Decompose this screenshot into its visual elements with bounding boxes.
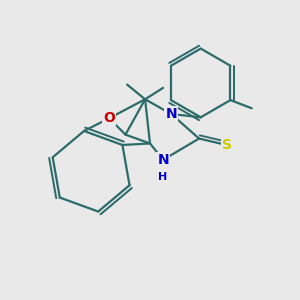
- Text: N: N: [157, 153, 169, 167]
- Text: H: H: [158, 172, 168, 182]
- Text: N: N: [166, 107, 177, 121]
- Text: O: O: [103, 111, 115, 125]
- Text: S: S: [222, 138, 232, 152]
